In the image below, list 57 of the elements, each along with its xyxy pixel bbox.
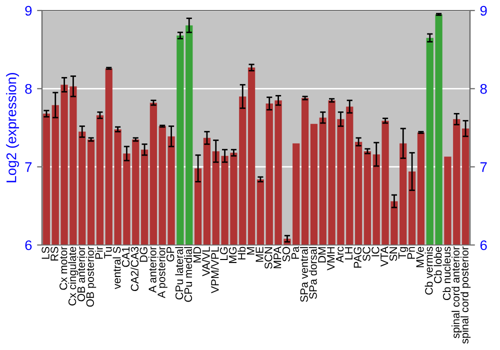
- x-tick-label: A posterior: [157, 246, 168, 298]
- x-tick-label: OB anterior: [77, 246, 86, 302]
- x-tick-label: VMH: [327, 247, 335, 270]
- x-tick-label: ventral S: [112, 246, 121, 290]
- x-tick-label: Cb lobe: [434, 246, 442, 284]
- x-tick-label: Cb nucleus: [442, 246, 451, 300]
- x-tick-label: MG: [228, 247, 237, 263]
- x-tick-label: DM: [318, 247, 326, 262]
- y-tick-label: 7: [25, 162, 32, 172]
- x-tick-label: VTA: [380, 246, 388, 267]
- x-tick-label: RS: [50, 246, 58, 261]
- y-tick-label: 6: [25, 240, 32, 250]
- x-tick-label: Tu: [104, 247, 112, 258]
- x-tick-label: SPa ventral: [300, 247, 308, 302]
- x-tick-label: CA2/CA3: [130, 246, 139, 291]
- x-tick-label: CPu lateral: [175, 247, 184, 300]
- x-tick-label: Cb vermis: [424, 246, 433, 295]
- x-tick-label: SCN: [264, 247, 272, 269]
- x-tick-label: Arc: [336, 246, 344, 263]
- x-tick-label: GP: [166, 246, 174, 262]
- x-tick-label: Hb: [238, 246, 246, 260]
- x-tick-label: spinal cord posterior: [460, 246, 471, 344]
- x-tick-label: LS: [42, 246, 50, 259]
- x-tick-label: SO: [282, 246, 290, 262]
- y2-tick-label: 7: [480, 162, 487, 172]
- x-tick-label: DG: [140, 247, 148, 262]
- x-tick-label: Cx motor: [60, 246, 68, 290]
- x-tick-label: IC: [372, 246, 380, 256]
- x-tick-label: SN: [389, 247, 398, 261]
- y-tick-label: 8: [25, 84, 32, 94]
- y2-tick-label: 8: [480, 84, 487, 94]
- x-tick-label: CA1: [122, 246, 130, 267]
- x-tick-label: Cx cingulate: [68, 246, 78, 306]
- x-tick-label: LH: [344, 247, 352, 260]
- x-tick-label: spinal cord anterior: [452, 246, 462, 338]
- x-tick-label: OB posterior: [86, 246, 96, 307]
- x-tick-label: MPA: [274, 246, 282, 268]
- x-tick-label: Pa: [291, 246, 300, 259]
- x-tick-label: Pir: [94, 246, 103, 259]
- y-axis-title: Log2 (expression): [6, 73, 19, 182]
- x-tick-label: VPM/VPL: [210, 246, 219, 294]
- y2-tick-label: 6: [480, 240, 487, 250]
- x-tick-label: VA/VL: [202, 246, 210, 276]
- x-tick-label: M: [246, 247, 254, 255]
- x-tick-label: MD: [193, 246, 201, 262]
- y-tick-label: 9: [25, 6, 32, 16]
- x-tick-label: CPu medial: [184, 247, 192, 302]
- x-tick-label: SC: [362, 246, 370, 261]
- x-tick-label: Pn: [407, 247, 415, 259]
- x-tick-label: PAG: [354, 247, 362, 268]
- x-tick-label: MVe: [416, 246, 424, 268]
- x-tick-label: A anterior: [148, 246, 156, 293]
- y2-tick-label: 9: [480, 6, 487, 16]
- x-tick-label: ME: [256, 246, 264, 262]
- x-tick-label: LG: [220, 247, 228, 260]
- x-tick-label: SPa dorsal: [308, 247, 317, 299]
- x-tick-label: Tg: [398, 247, 408, 259]
